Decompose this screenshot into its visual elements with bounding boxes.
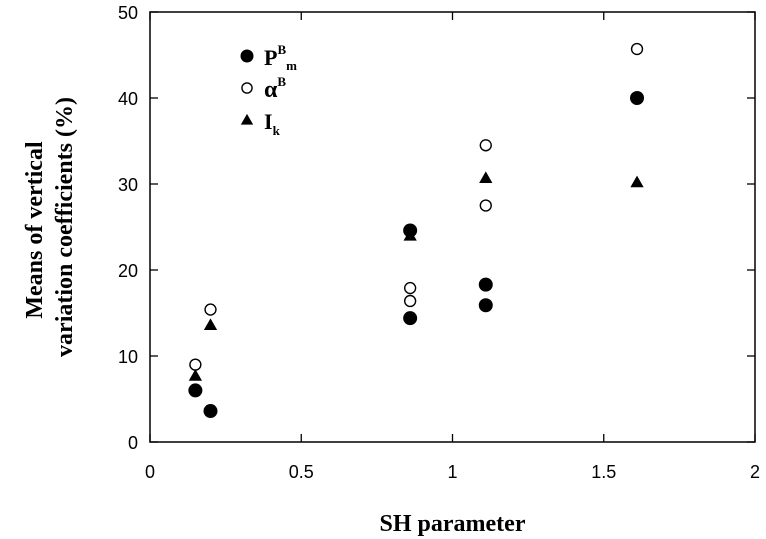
y-tick-label: 10 xyxy=(118,347,138,367)
data-point-open-circle xyxy=(204,303,217,316)
y-axis-ticks: 0 10 20 30 40 50 xyxy=(118,3,755,453)
legend-label-base: α xyxy=(264,77,278,103)
data-point-open-circle xyxy=(403,294,417,308)
data-point-filled-circle xyxy=(478,277,493,292)
data-point-filled-triangle xyxy=(240,113,254,125)
y-axis-title-line-2: variation coefficients (%) xyxy=(52,97,78,357)
x-tick-label: 0 xyxy=(145,462,155,482)
data-point-filled-circle xyxy=(403,311,418,326)
x-tick-label: 0.5 xyxy=(289,462,314,482)
legend-label: Ik xyxy=(264,109,281,138)
x-axis-ticks: 0 0.5 1 1.5 2 xyxy=(145,12,760,482)
data-point-filled-circle xyxy=(478,298,493,313)
data-point-filled-circle xyxy=(240,49,254,63)
data-point-filled-circle xyxy=(188,383,203,398)
data-point-filled-triangle xyxy=(403,228,417,241)
data-point-filled-triangle xyxy=(203,318,218,331)
legend-label: αB xyxy=(264,74,286,103)
plot-frame xyxy=(149,11,756,443)
data-point-filled-circle xyxy=(630,91,645,105)
legend-label-subscript: k xyxy=(273,123,281,138)
y-tick-label: 30 xyxy=(118,175,138,195)
y-axis-title: Means of vertical variation coefficients… xyxy=(22,97,78,357)
x-tick-label: 1 xyxy=(447,462,457,482)
data-point-filled-triangle xyxy=(188,369,203,381)
data-point-open-circle xyxy=(479,139,492,152)
y-tick-label: 50 xyxy=(118,3,138,23)
y-tick-label: 40 xyxy=(118,89,138,109)
legend-label-superscript: B xyxy=(277,74,286,89)
data-point-open-circle xyxy=(241,82,253,94)
data-points xyxy=(188,42,645,419)
data-point-filled-triangle xyxy=(630,175,644,188)
data-point-filled-circle xyxy=(203,404,218,419)
data-point-open-circle xyxy=(189,358,202,371)
x-tick-label: 2 xyxy=(750,462,760,482)
data-point-filled-triangle xyxy=(479,171,493,183)
y-tick-label: 20 xyxy=(118,261,138,281)
data-point-open-circle xyxy=(479,199,492,212)
x-axis-title: SH parameter xyxy=(380,511,526,537)
data-point-open-circle xyxy=(630,42,644,56)
y-axis-title-line-1: Means of vertical xyxy=(22,141,48,319)
legend-label-superscript: B xyxy=(277,42,286,57)
plot-frame-group xyxy=(149,11,756,443)
legend-label-subscript: m xyxy=(286,58,297,73)
legend-label-base: P xyxy=(264,45,277,70)
data-point-open-circle xyxy=(403,281,417,295)
legend-label-base: I xyxy=(264,109,273,134)
y-tick-label: 0 xyxy=(128,433,138,453)
x-tick-label: 1.5 xyxy=(591,462,616,482)
legend-label: PBm xyxy=(264,42,297,73)
